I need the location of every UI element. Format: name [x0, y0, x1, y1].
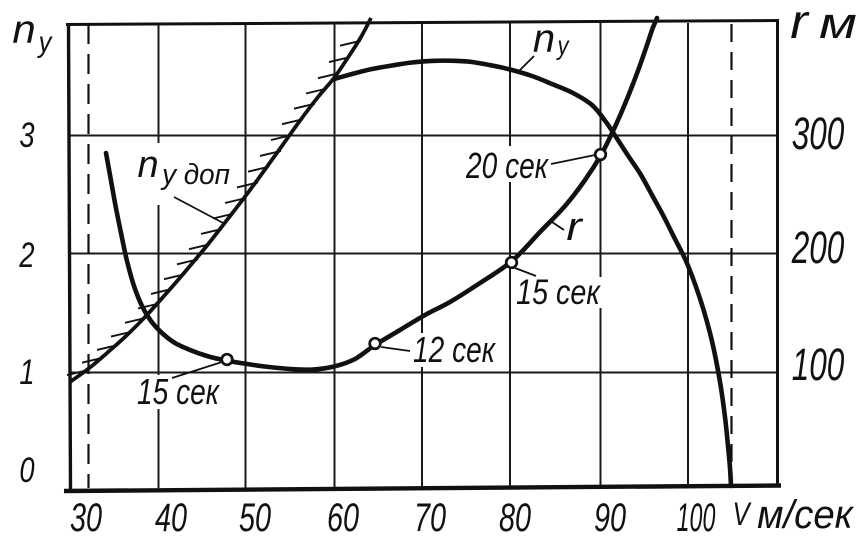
svg-text:80: 80	[499, 495, 532, 540]
svg-text:0: 0	[19, 451, 35, 490]
svg-text:20 сек: 20 сек	[465, 146, 549, 186]
svg-text:r: r	[790, 0, 810, 48]
svg-text:50: 50	[239, 495, 272, 540]
svg-text:100: 100	[792, 341, 845, 391]
svg-text:300: 300	[792, 110, 845, 160]
svg-text:100: 100	[677, 494, 716, 539]
svg-text:r: r	[566, 205, 583, 250]
svg-text:70: 70	[414, 495, 447, 540]
svg-text:м/сек: м/сек	[757, 493, 854, 537]
svg-text:15 сек: 15 сек	[516, 272, 601, 311]
svg-text:200: 200	[791, 224, 845, 274]
svg-text:90: 90	[594, 495, 627, 540]
svg-text:1: 1	[19, 353, 34, 392]
svg-text:3: 3	[19, 116, 35, 155]
svg-text:V: V	[732, 497, 751, 532]
svg-text:y: y	[556, 32, 571, 61]
svg-text:у доп: у доп	[160, 158, 230, 191]
svg-text:y: y	[37, 25, 53, 58]
svg-text:30: 30	[70, 495, 103, 540]
svg-text:40: 40	[155, 495, 188, 540]
svg-text:2: 2	[19, 236, 35, 275]
svg-text:15 сек: 15 сек	[137, 372, 220, 412]
svg-text:12 сек: 12 сек	[413, 330, 496, 370]
svg-text:n: n	[12, 7, 35, 52]
svg-text:n: n	[137, 144, 158, 186]
svg-text:n: n	[533, 17, 555, 61]
svg-text:60: 60	[327, 495, 360, 540]
svg-text:м: м	[819, 0, 857, 48]
